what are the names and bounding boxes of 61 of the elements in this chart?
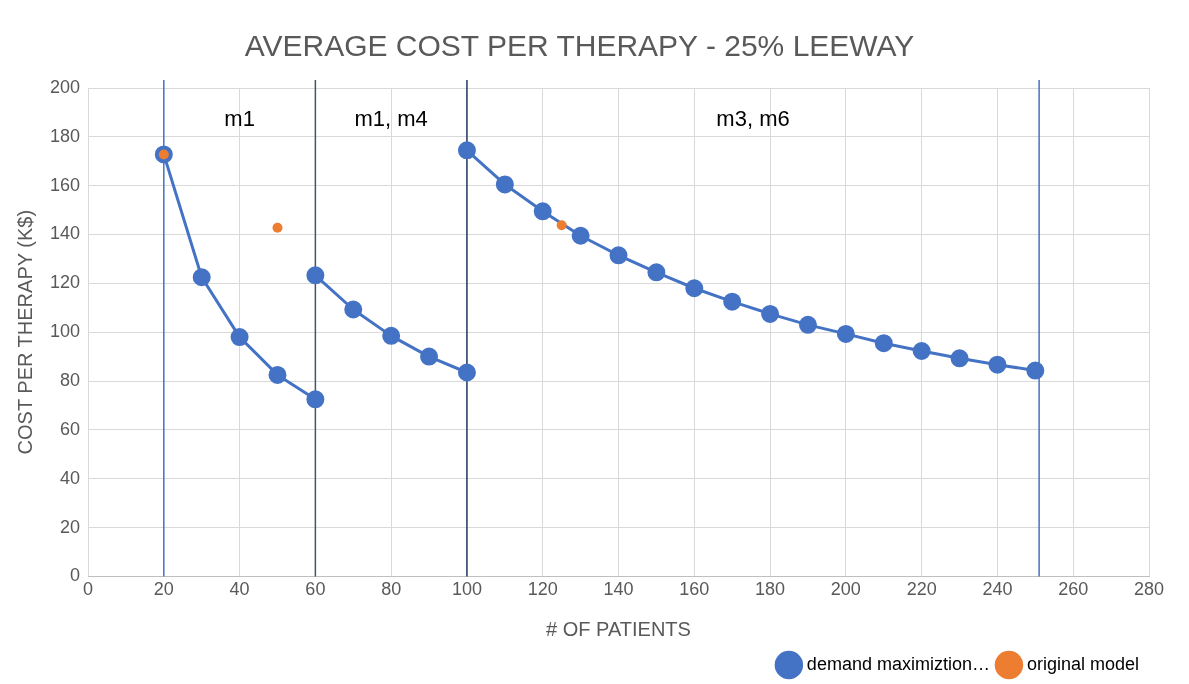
- point: [836, 324, 855, 343]
- x-tick-label: 160: [679, 579, 710, 600]
- y-tick-label: 200: [49, 76, 81, 97]
- y-tick-label: 180: [49, 125, 81, 146]
- x-axis-title: # OF PATIENTS: [546, 617, 691, 640]
- annotation: m3, m6: [716, 106, 790, 132]
- point: [912, 342, 931, 360]
- y-tick-label: 0: [70, 565, 81, 586]
- point: [685, 279, 704, 298]
- y-tick-label: 140: [49, 223, 81, 244]
- point: [306, 390, 325, 409]
- x-tick-label: 280: [1133, 579, 1165, 600]
- point: [457, 141, 476, 160]
- point: [1026, 361, 1045, 380]
- x-tick-label: 240: [982, 579, 1013, 600]
- point: [723, 292, 742, 311]
- x-tick-label: 200: [830, 579, 861, 600]
- point: [533, 202, 552, 221]
- y-tick-label: 60: [60, 418, 81, 439]
- y-tick-label: 120: [49, 272, 81, 293]
- point: [950, 349, 969, 368]
- point: [495, 175, 514, 194]
- y-axis-title: COST PER THERAPY (K$): [13, 209, 36, 455]
- point: [382, 326, 401, 345]
- point: [268, 365, 287, 384]
- point: [761, 304, 780, 323]
- x-tick-label: 60: [305, 579, 326, 600]
- y-tick-label: 160: [49, 174, 81, 195]
- x-tick-label: 260: [1058, 579, 1089, 600]
- point: [192, 268, 211, 287]
- x-tick-label: 120: [527, 579, 558, 600]
- x-tick-label: 140: [603, 579, 634, 600]
- point: [874, 334, 893, 353]
- chart-title: AVERAGE COST PER THERAPY - 25% LEEWAY: [244, 29, 915, 63]
- y-tick-label: 40: [60, 467, 81, 488]
- y-tick-label: 100: [49, 321, 81, 342]
- x-tick-label: 20: [153, 579, 174, 600]
- point: [647, 263, 666, 282]
- point: [420, 347, 439, 366]
- x-tick-label: 0: [83, 579, 94, 600]
- point: [272, 222, 283, 233]
- x-tick-label: 220: [906, 579, 937, 600]
- point: [230, 328, 249, 347]
- point: [571, 226, 590, 245]
- legend-label: original model: [1026, 653, 1139, 674]
- point: [457, 363, 476, 382]
- x-tick-label: 80: [381, 579, 402, 600]
- annotation: m1: [224, 106, 255, 132]
- point: [988, 355, 1007, 374]
- x-tick-label: 40: [229, 579, 250, 600]
- annotation: m1, m4: [354, 106, 428, 132]
- point: [609, 246, 628, 265]
- y-tick-label: 20: [60, 516, 81, 537]
- point: [798, 315, 817, 334]
- x-tick-label: 100: [451, 579, 482, 600]
- point: [306, 266, 325, 285]
- point: [556, 220, 567, 231]
- legend-label: demand maximiztion…: [806, 653, 990, 674]
- point: [344, 300, 363, 319]
- x-tick-label: 180: [755, 579, 786, 600]
- y-tick-label: 80: [60, 370, 81, 391]
